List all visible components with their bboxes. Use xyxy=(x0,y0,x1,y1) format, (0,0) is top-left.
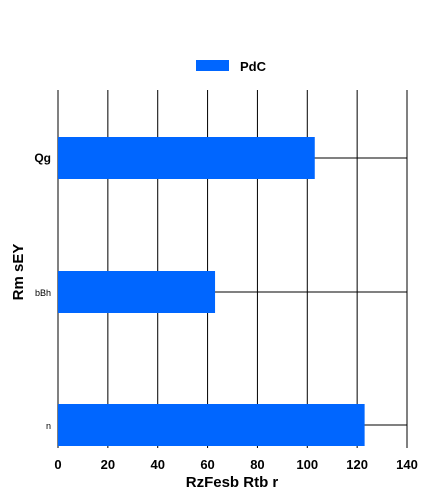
bar-n xyxy=(58,404,365,446)
bar-bBh xyxy=(58,271,215,313)
legend: PdC xyxy=(196,59,267,74)
bar-Qg xyxy=(58,137,315,179)
y-axis-title: Rm sEY xyxy=(10,244,27,301)
y-tick-label-bBh: bBh xyxy=(35,288,51,298)
y-tick-label-n: n xyxy=(46,421,51,431)
legend-swatch-pdc xyxy=(196,60,229,71)
x-tick-label-80: 80 xyxy=(250,457,264,472)
x-tick-label-0: 0 xyxy=(54,457,61,472)
x-axis-title: RzFesb Rtb r xyxy=(186,474,279,491)
x-tick-label-60: 60 xyxy=(200,457,214,472)
x-tick-label-140: 140 xyxy=(396,457,418,472)
x-tick-label-120: 120 xyxy=(346,457,368,472)
y-tick-labels: Qg bBh n xyxy=(34,151,51,431)
x-tick-label-100: 100 xyxy=(296,457,318,472)
x-tick-label-20: 20 xyxy=(101,457,115,472)
x-tick-labels: 0 20 40 60 80 100 120 140 xyxy=(54,457,417,472)
x-tick-label-40: 40 xyxy=(150,457,164,472)
y-tick-label-Qg: Qg xyxy=(34,151,51,165)
legend-label-pdc: PdC xyxy=(240,59,267,74)
